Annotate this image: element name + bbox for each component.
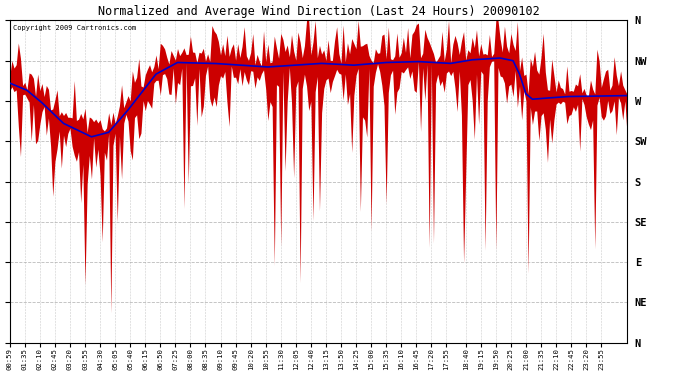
Title: Normalized and Average Wind Direction (Last 24 Hours) 20090102: Normalized and Average Wind Direction (L… [97, 5, 540, 18]
Text: Copyright 2009 Cartronics.com: Copyright 2009 Cartronics.com [13, 25, 136, 31]
